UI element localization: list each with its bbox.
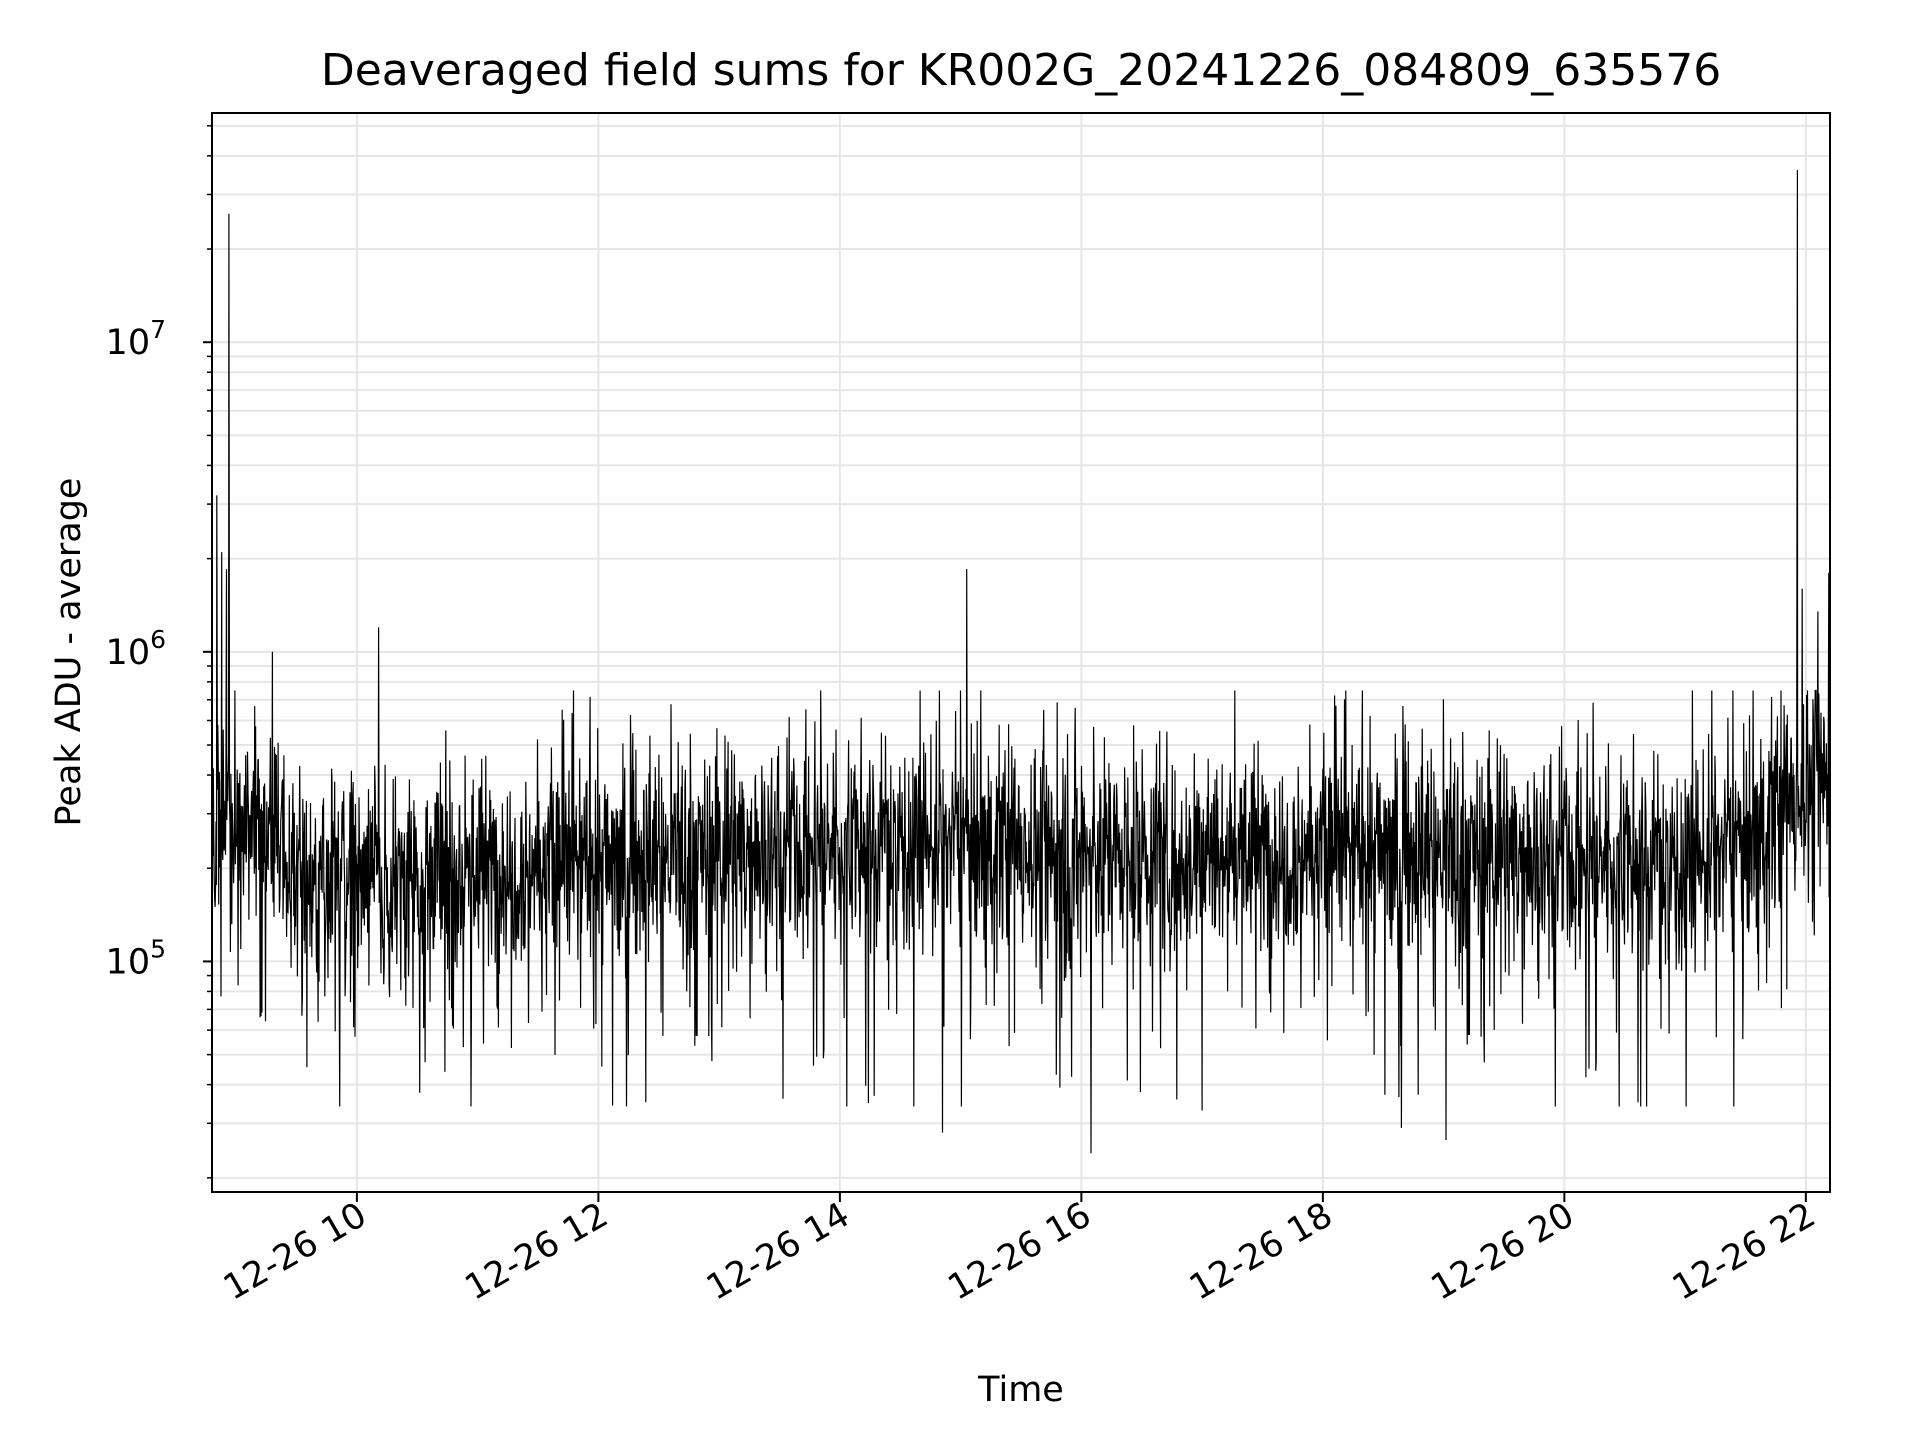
y-tick-label: 106 [106, 625, 166, 673]
chart-title: Deaveraged field sums for KR002G_2024122… [321, 45, 1721, 96]
y-axis: 105 106 107 [106, 125, 212, 1179]
plot-area [212, 169, 1830, 1154]
x-axis-label: Time [977, 1370, 1064, 1410]
y-axis-label: Peak ADU - average [49, 478, 89, 827]
y-tick-label: 107 [106, 315, 166, 363]
y-tick-label: 105 [106, 934, 166, 982]
series-line [212, 169, 1830, 1154]
